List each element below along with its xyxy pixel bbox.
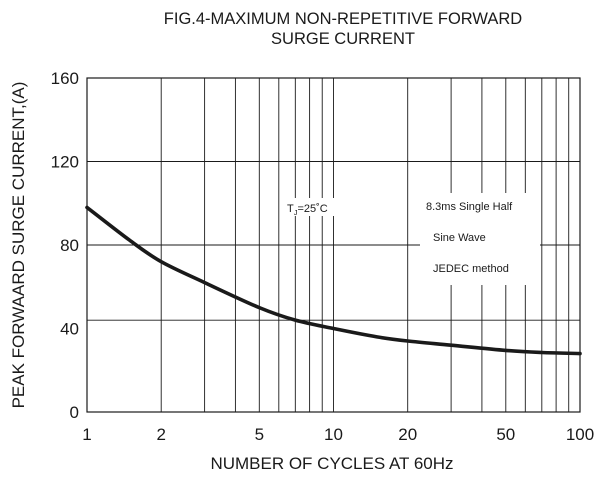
annotations: TJ=25˚C 8.3ms Single Half Sine Wave JEDE… bbox=[284, 193, 540, 285]
y-tick-label: 0 bbox=[70, 403, 79, 422]
chart-title-line-1: FIG.4-MAXIMUM NON-REPETITIVE FORWARD bbox=[164, 10, 523, 28]
method-line-1: 8.3ms Single Half bbox=[426, 201, 513, 213]
method-line-3: JEDEC method bbox=[433, 263, 509, 275]
chart-title-line-2: SURGE CURRENT bbox=[271, 30, 415, 48]
tj-annotation-subscript: J bbox=[294, 208, 298, 217]
x-tick-label: 50 bbox=[496, 425, 515, 444]
tj-annotation-symbol: T bbox=[287, 203, 294, 215]
surge-current-curve bbox=[85, 205, 582, 356]
x-tick-label: 1 bbox=[82, 425, 91, 444]
y-tick-label: 120 bbox=[51, 153, 79, 172]
y-tick-label: 160 bbox=[51, 69, 79, 88]
x-tick-label: 20 bbox=[398, 425, 417, 444]
y-tick-label: 40 bbox=[60, 320, 79, 339]
method-label-backing bbox=[420, 193, 540, 285]
y-tick-label: 80 bbox=[60, 236, 79, 255]
x-tick-label: 10 bbox=[324, 425, 343, 444]
method-line-2: Sine Wave bbox=[433, 232, 486, 244]
tj-annotation: TJ=25˚C bbox=[287, 203, 328, 217]
x-tick-label: 5 bbox=[255, 425, 264, 444]
x-axis-label: NUMBER OF CYCLES AT 60Hz bbox=[210, 454, 453, 473]
plot-area: 0 40 80 120 160 1 2 5 10 20 50 100 bbox=[51, 69, 595, 444]
tj-label-backing bbox=[284, 198, 340, 216]
x-tick-label: 2 bbox=[156, 425, 165, 444]
y-axis-label: PEAK FORWAARD SURGE CURRENT,(A) bbox=[9, 82, 28, 409]
x-tick-label: 100 bbox=[566, 425, 594, 444]
plot-frame bbox=[86, 77, 581, 413]
tj-annotation-value: =25˚C bbox=[297, 203, 327, 215]
